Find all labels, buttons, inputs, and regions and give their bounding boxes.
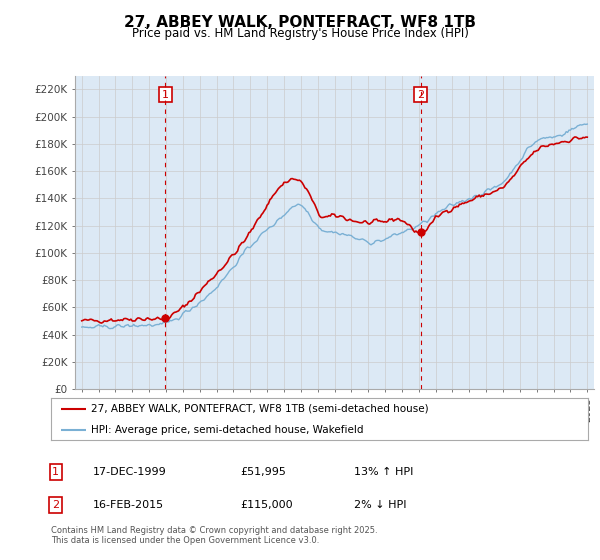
Text: Contains HM Land Registry data © Crown copyright and database right 2025.
This d: Contains HM Land Registry data © Crown c… [51, 526, 377, 545]
Text: £115,000: £115,000 [240, 500, 293, 510]
Text: 2: 2 [52, 500, 59, 510]
Text: Price paid vs. HM Land Registry's House Price Index (HPI): Price paid vs. HM Land Registry's House … [131, 27, 469, 40]
Text: 27, ABBEY WALK, PONTEFRACT, WF8 1TB: 27, ABBEY WALK, PONTEFRACT, WF8 1TB [124, 15, 476, 30]
Text: £51,995: £51,995 [240, 467, 286, 477]
Text: HPI: Average price, semi-detached house, Wakefield: HPI: Average price, semi-detached house,… [91, 426, 364, 435]
Text: 1: 1 [162, 90, 169, 100]
Text: 27, ABBEY WALK, PONTEFRACT, WF8 1TB (semi-detached house): 27, ABBEY WALK, PONTEFRACT, WF8 1TB (sem… [91, 404, 429, 414]
Text: 16-FEB-2015: 16-FEB-2015 [93, 500, 164, 510]
Text: 1: 1 [52, 467, 59, 477]
Text: 13% ↑ HPI: 13% ↑ HPI [354, 467, 413, 477]
Text: 17-DEC-1999: 17-DEC-1999 [93, 467, 167, 477]
Text: 2: 2 [417, 90, 424, 100]
Text: 2% ↓ HPI: 2% ↓ HPI [354, 500, 407, 510]
